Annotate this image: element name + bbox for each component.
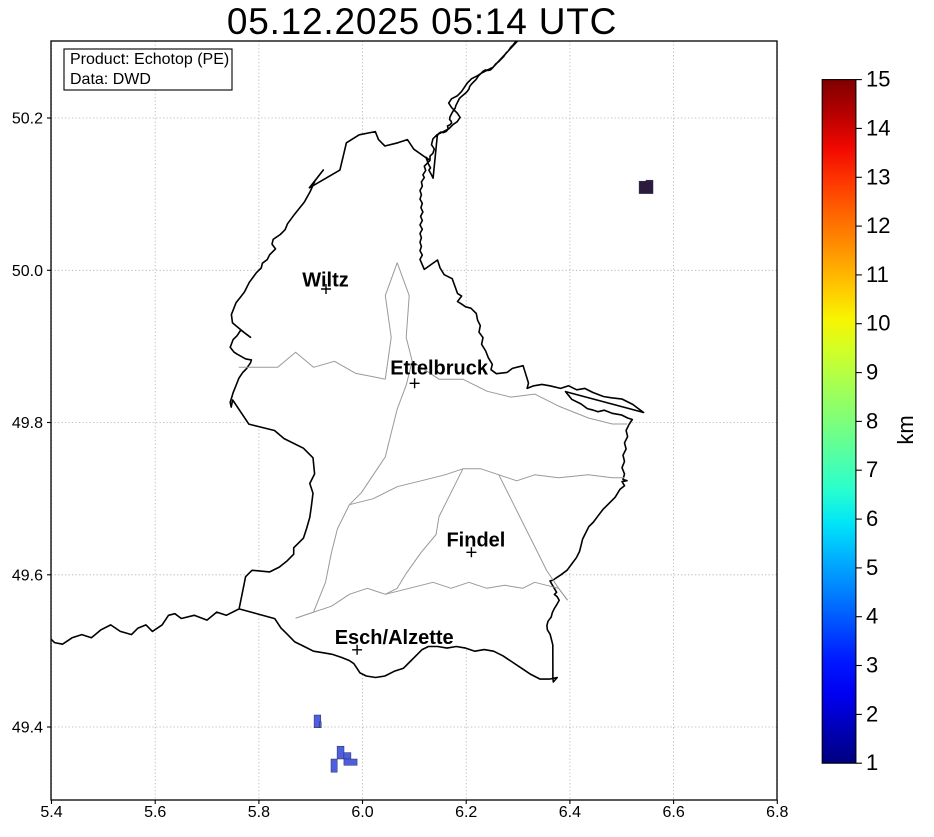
svg-text:4: 4 bbox=[866, 604, 878, 629]
svg-text:49.8: 49.8 bbox=[12, 415, 43, 432]
svg-text:13: 13 bbox=[866, 164, 890, 189]
svg-text:15: 15 bbox=[866, 67, 890, 92]
svg-text:50.0: 50.0 bbox=[12, 263, 43, 280]
svg-text:8: 8 bbox=[866, 408, 878, 433]
svg-text:14: 14 bbox=[866, 115, 890, 140]
svg-text:Findel: Findel bbox=[446, 530, 505, 552]
svg-text:11: 11 bbox=[866, 262, 889, 287]
svg-text:9: 9 bbox=[866, 360, 878, 385]
svg-text:Esch/Alzette: Esch/Alzette bbox=[335, 627, 454, 649]
svg-text:Product: Echotop (PE): Product: Echotop (PE) bbox=[70, 51, 229, 68]
svg-text:3: 3 bbox=[866, 653, 878, 678]
svg-text:5: 5 bbox=[866, 555, 878, 580]
svg-text:6.8: 6.8 bbox=[766, 804, 788, 821]
svg-text:5.6: 5.6 bbox=[144, 804, 166, 821]
svg-text:6.0: 6.0 bbox=[351, 804, 373, 821]
svg-text:Ettelbruck: Ettelbruck bbox=[390, 358, 489, 380]
svg-text:5.8: 5.8 bbox=[248, 804, 270, 821]
svg-text:12: 12 bbox=[866, 213, 890, 238]
svg-text:10: 10 bbox=[866, 311, 890, 336]
svg-text:6.4: 6.4 bbox=[559, 804, 581, 821]
svg-text:6.2: 6.2 bbox=[455, 804, 477, 821]
svg-text:6.6: 6.6 bbox=[662, 804, 684, 821]
svg-text:49.6: 49.6 bbox=[12, 567, 43, 584]
svg-text:50.2: 50.2 bbox=[12, 111, 43, 128]
svg-text:49.4: 49.4 bbox=[12, 720, 43, 737]
svg-text:6: 6 bbox=[866, 506, 878, 531]
svg-text:Data: DWD: Data: DWD bbox=[70, 71, 151, 88]
svg-text:1: 1 bbox=[866, 750, 878, 775]
svg-text:5.4: 5.4 bbox=[40, 804, 62, 821]
svg-text:2: 2 bbox=[866, 701, 878, 726]
svg-text:7: 7 bbox=[866, 457, 878, 482]
svg-text:km: km bbox=[893, 415, 918, 444]
